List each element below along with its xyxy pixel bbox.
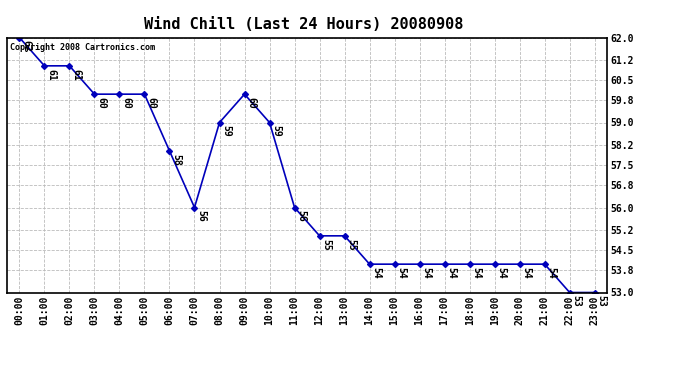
Text: 54: 54 bbox=[422, 267, 431, 279]
Text: Copyright 2008 Cartronics.com: Copyright 2008 Cartronics.com bbox=[10, 43, 155, 52]
Text: 54: 54 bbox=[446, 267, 457, 279]
Text: 54: 54 bbox=[497, 267, 506, 279]
Text: 54: 54 bbox=[397, 267, 406, 279]
Text: 62: 62 bbox=[21, 40, 31, 52]
Text: 53: 53 bbox=[597, 295, 607, 307]
Text: 60: 60 bbox=[121, 97, 131, 109]
Text: 54: 54 bbox=[522, 267, 531, 279]
Text: 54: 54 bbox=[546, 267, 557, 279]
Text: 56: 56 bbox=[197, 210, 206, 222]
Text: 59: 59 bbox=[221, 125, 231, 137]
Text: 60: 60 bbox=[97, 97, 106, 109]
Text: 61: 61 bbox=[46, 69, 57, 80]
Text: 54: 54 bbox=[371, 267, 382, 279]
Text: 56: 56 bbox=[297, 210, 306, 222]
Text: 60: 60 bbox=[246, 97, 257, 109]
Text: 54: 54 bbox=[471, 267, 482, 279]
Text: 59: 59 bbox=[271, 125, 282, 137]
Text: 60: 60 bbox=[146, 97, 157, 109]
Text: 61: 61 bbox=[71, 69, 81, 80]
Text: 55: 55 bbox=[322, 238, 331, 250]
Text: 55: 55 bbox=[346, 238, 357, 250]
Text: 58: 58 bbox=[171, 154, 181, 165]
Text: Wind Chill (Last 24 Hours) 20080908: Wind Chill (Last 24 Hours) 20080908 bbox=[144, 17, 463, 32]
Text: 53: 53 bbox=[571, 295, 582, 307]
